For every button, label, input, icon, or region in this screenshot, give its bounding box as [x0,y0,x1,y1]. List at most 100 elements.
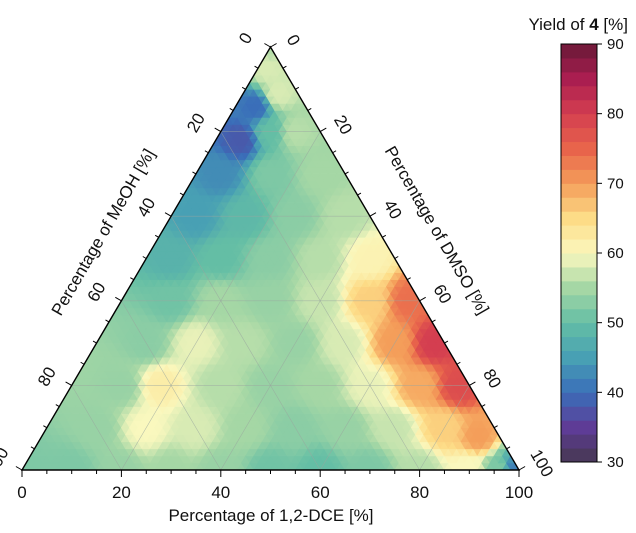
bottom-tick-label: 80 [410,483,429,502]
colorbar-band [561,155,597,170]
colorbar-band [561,113,597,129]
bottom-tick-label: 20 [112,483,131,502]
colorbar-band [561,308,597,324]
right-tick [282,65,287,69]
right-tick [369,212,377,217]
right-tick [481,404,486,407]
right-tick [319,127,327,133]
right-tick [431,319,436,323]
colorbar: Yield of 4 [%] 90 80 70 60 50 40 30 [528,15,628,471]
left-tick [43,425,48,429]
left-tick-label: 60 [84,279,110,305]
right-tick [456,361,461,365]
right-tick-label: 0 [283,31,304,49]
colorbar-title: Yield of 4 [%] [528,15,628,34]
left-tick [130,277,135,281]
right-tick [419,296,426,302]
colorbar-band [561,44,597,59]
left-tick-label: 100 [0,444,13,478]
colorbar-band [561,85,597,101]
colorbar-band [561,350,597,365]
right-tick [518,466,526,471]
colorbar-band [561,239,597,254]
colorbar-band [561,99,597,115]
right-tick [469,381,476,386]
left-tick-label: 0 [235,29,256,47]
colorbar-band [561,448,597,463]
colorbar-band [561,127,597,143]
right-tick [444,340,449,344]
colorbar-tick-label: 80 [607,106,624,123]
colorbar-band [561,183,597,198]
left-tick [229,108,234,111]
left-tick [192,171,197,175]
right-tick [506,446,511,450]
bottom-tick-label: 0 [17,483,26,502]
right-tick [344,171,349,175]
colorbar-band [561,406,597,421]
left-tick [142,256,147,259]
left-tick [254,65,259,69]
left-tick [241,86,246,90]
right-tick-label: 60 [429,281,455,307]
left-tick-label: 80 [34,364,60,390]
left-tick-label: 40 [133,195,159,221]
right-tick [382,234,387,238]
left-tick [55,404,60,407]
colorbar-band [561,197,597,212]
colorbar-tick-label: 30 [607,454,624,471]
left-tick [30,446,35,450]
colorbar-band [561,211,597,226]
colorbar-band [561,57,597,73]
left-tick [179,192,184,196]
colorbar-band [561,364,597,379]
colorbar-band [561,378,597,393]
right-tick [493,425,498,429]
right-tick [332,150,337,154]
bottom-axis-label: Percentage of 1,2-DCE [%] [168,506,373,525]
left-tick [65,381,72,386]
colorbar-tick-label: 60 [607,245,624,262]
bottom-tick-label: 100 [505,483,533,502]
left-tick [214,127,222,133]
colorbar-band [561,420,597,435]
bottom-tick-label: 60 [311,483,330,502]
right-tick [394,256,399,259]
left-tick [80,361,85,365]
left-tick [115,296,122,302]
right-tick-label: 80 [479,366,505,392]
right-tick [270,43,277,48]
colorbar-band [561,336,597,352]
colorbar-band [561,266,597,282]
colorbar-band [561,392,597,407]
left-tick [164,212,172,217]
right-tick [307,108,312,111]
yield-contour-map [22,47,519,470]
colorbar-band [561,253,597,268]
colorbar-tick-label: 70 [607,175,624,192]
left-tick [264,43,271,48]
colorbar-band [561,294,597,310]
colorbar-band [561,169,597,184]
colorbar-tick-label: 90 [607,36,624,53]
right-tick [295,86,300,90]
left-tick [154,234,159,238]
left-tick-label: 20 [183,110,209,136]
colorbar-band [561,225,597,240]
colorbar-band [561,280,597,296]
right-tick-label: 100 [526,446,557,480]
right-tick [357,192,362,196]
colorbar-tick-label: 50 [607,315,624,332]
right-tick-label: 20 [330,112,356,138]
colorbar-tick-label: 40 [607,384,624,401]
colorbar-band [561,71,597,87]
colorbar-band [561,141,597,156]
left-tick [15,466,23,471]
bottom-tick-label: 40 [211,483,230,502]
left-tick [105,319,110,323]
right-tick-label: 40 [380,197,406,223]
colorbar-band [561,434,597,449]
left-tick [204,150,209,154]
